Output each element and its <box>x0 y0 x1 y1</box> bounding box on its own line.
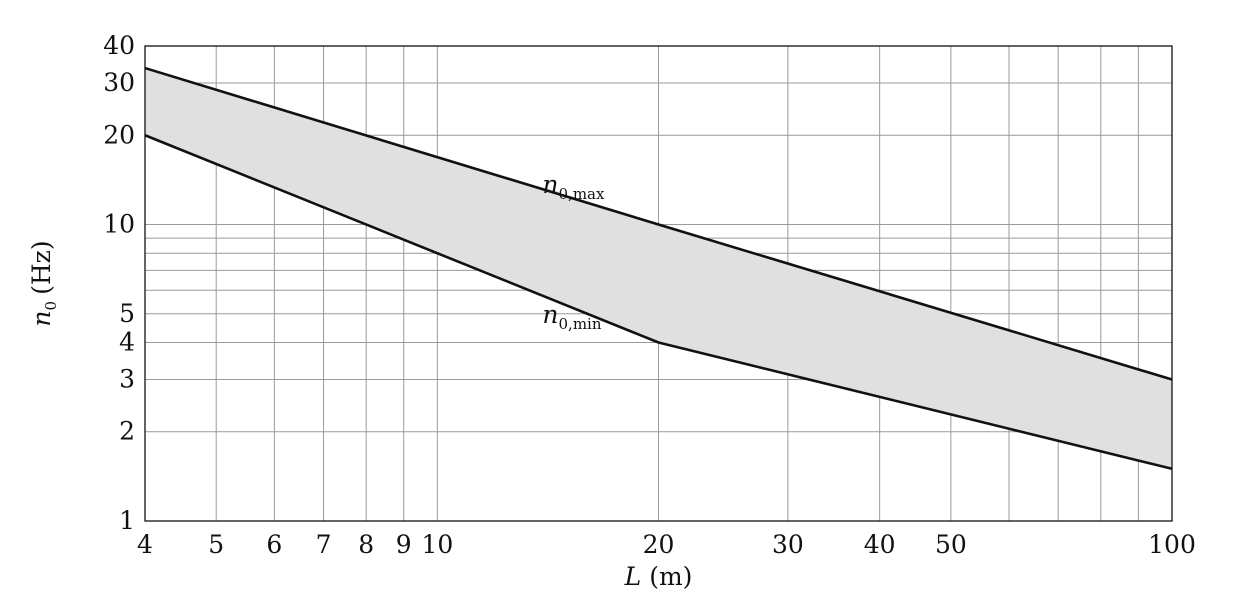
band-area <box>145 68 1172 469</box>
y-tick-label: 5 <box>119 299 135 328</box>
x-tick-label: 50 <box>935 530 967 559</box>
x-tick-label: 9 <box>396 530 412 559</box>
plot-frame <box>144 45 1173 522</box>
y-tick-label: 3 <box>119 365 135 394</box>
x-tick-label: 6 <box>266 530 282 559</box>
x-tick-label: 5 <box>208 530 224 559</box>
y-tick-label: 30 <box>103 68 135 97</box>
x-tick-label: 20 <box>643 530 675 559</box>
x-tick-label: 8 <box>358 530 374 559</box>
x-tick-label: 30 <box>772 530 804 559</box>
series-label-max: n0,max <box>542 170 605 203</box>
x-tick-label: 100 <box>1148 530 1196 559</box>
series-lines <box>144 66 1173 471</box>
x-tick-label: 10 <box>421 530 453 559</box>
x-axis-label: L (m) <box>624 562 693 591</box>
series-label-min: n0,min <box>542 300 601 333</box>
series-line-max <box>144 66 1173 381</box>
x-tick-label: 40 <box>864 530 896 559</box>
y-tick-label: 20 <box>103 120 135 149</box>
series-line-min <box>144 134 1173 471</box>
y-axis-label: n0(Hz) <box>27 240 60 326</box>
y-tick-label: 10 <box>103 210 135 239</box>
y-tick-label: 1 <box>119 506 135 535</box>
y-tick-label: 4 <box>119 327 135 356</box>
x-tick-label: 4 <box>137 530 153 559</box>
y-tick-label: 40 <box>103 31 135 60</box>
x-tick-label: 7 <box>316 530 332 559</box>
y-tick-label: 2 <box>119 417 135 446</box>
